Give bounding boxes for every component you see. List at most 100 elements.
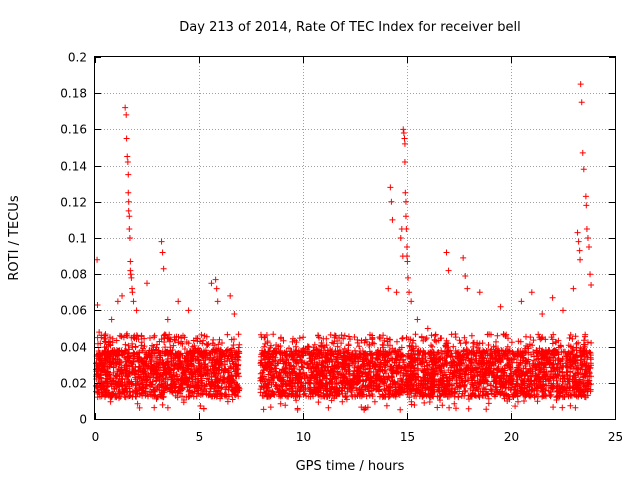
- data-point: [164, 316, 171, 323]
- data-point: [124, 153, 131, 160]
- data-point: [227, 292, 234, 299]
- data-point: [445, 267, 452, 274]
- data-point: [560, 307, 566, 314]
- data-point: [460, 254, 467, 261]
- data-point: [128, 274, 135, 281]
- data-point: [443, 249, 450, 256]
- data-point: [575, 238, 582, 245]
- data-point: [124, 158, 131, 165]
- data-point: [577, 256, 584, 263]
- data-point: [389, 216, 396, 223]
- data-point: [213, 285, 220, 292]
- dense-data-band: [93, 330, 595, 413]
- data-point: [108, 316, 115, 323]
- data-point: [406, 289, 413, 296]
- data-point: [114, 298, 121, 305]
- dense-band-layer: [93, 330, 595, 413]
- y-tick-label: 0: [79, 413, 87, 427]
- data-point: [185, 307, 192, 314]
- data-point: [549, 294, 556, 301]
- data-point: [160, 265, 167, 272]
- x-axis-label: GPS time / hours: [296, 459, 405, 474]
- y-tick-label: 0.14: [60, 160, 87, 174]
- data-point: [518, 298, 525, 305]
- data-point: [144, 280, 150, 287]
- x-tick-label: 10: [296, 430, 311, 444]
- data-point: [462, 273, 469, 280]
- data-point: [158, 238, 165, 245]
- data-point: [584, 235, 591, 241]
- grid-layer: [95, 57, 615, 419]
- y-tick-label: 0.02: [60, 377, 87, 391]
- data-point: [570, 285, 577, 292]
- data-point: [405, 274, 412, 281]
- y-tick-label: 0.06: [60, 304, 87, 318]
- data-point: [126, 235, 133, 241]
- data-point: [528, 289, 535, 296]
- data-point: [400, 130, 407, 137]
- data-point: [133, 307, 140, 314]
- x-tick-label: 20: [504, 430, 519, 444]
- x-tick-label: 0: [92, 430, 100, 444]
- data-point: [576, 247, 583, 254]
- data-point: [119, 292, 126, 299]
- data-point: [404, 244, 410, 251]
- data-point: [424, 325, 431, 332]
- data-point: [127, 271, 134, 278]
- x-tick-label: 15: [400, 430, 415, 444]
- data-point: [464, 285, 471, 292]
- chart-title: Day 213 of 2014, Rate Of TEC Index for r…: [179, 20, 520, 35]
- data-point: [125, 207, 132, 214]
- axes-layer: [94, 56, 616, 420]
- y-axis-label: ROTI / TECUs: [7, 195, 22, 280]
- data-point: [582, 193, 589, 200]
- data-point: [123, 111, 130, 118]
- data-point: [539, 311, 546, 318]
- data-point: [94, 301, 101, 308]
- data-point: [123, 135, 130, 142]
- data-point: [96, 329, 103, 336]
- x-tick-label: 25: [608, 430, 623, 444]
- data-point: [130, 298, 137, 305]
- data-point: [388, 198, 395, 205]
- data-point: [126, 213, 133, 220]
- data-point: [577, 81, 584, 88]
- data-point: [159, 249, 166, 256]
- data-point: [212, 276, 219, 283]
- data-point: [127, 258, 134, 265]
- data-point: [214, 298, 221, 305]
- data-point: [583, 225, 590, 232]
- data-point: [476, 289, 483, 296]
- data-point: [414, 316, 421, 323]
- data-point: [385, 285, 392, 292]
- data-point: [580, 166, 587, 173]
- data-point: [586, 244, 592, 251]
- data-point: [578, 99, 585, 106]
- y-tick-label: 0.12: [60, 196, 87, 210]
- data-point: [94, 256, 101, 263]
- data-point: [401, 158, 408, 165]
- data-point: [175, 298, 182, 305]
- data-point: [122, 104, 129, 111]
- data-point: [574, 229, 581, 236]
- data-point: [125, 171, 132, 178]
- data-point: [125, 198, 132, 205]
- data-point: [588, 282, 595, 289]
- ticks-layer: 0 0.02 0.04 0.06 0.08 0.1 0.12 0.14 0.16 0.18 0.2 0…: [60, 51, 623, 445]
- data-point: [579, 149, 586, 156]
- data-point: [403, 225, 410, 232]
- data-point: [387, 184, 394, 191]
- data-point: [404, 258, 411, 265]
- data-point: [401, 135, 408, 142]
- y-tick-label: 0.2: [68, 51, 87, 65]
- data-point: [402, 198, 409, 205]
- data-point: [497, 303, 504, 310]
- data-point: [402, 189, 409, 196]
- y-tick-label: 0.16: [60, 123, 87, 137]
- y-tick-label: 0.1: [68, 232, 87, 246]
- data-point: [129, 289, 136, 296]
- plot-frame: [94, 56, 616, 420]
- points-layer: [94, 81, 595, 341]
